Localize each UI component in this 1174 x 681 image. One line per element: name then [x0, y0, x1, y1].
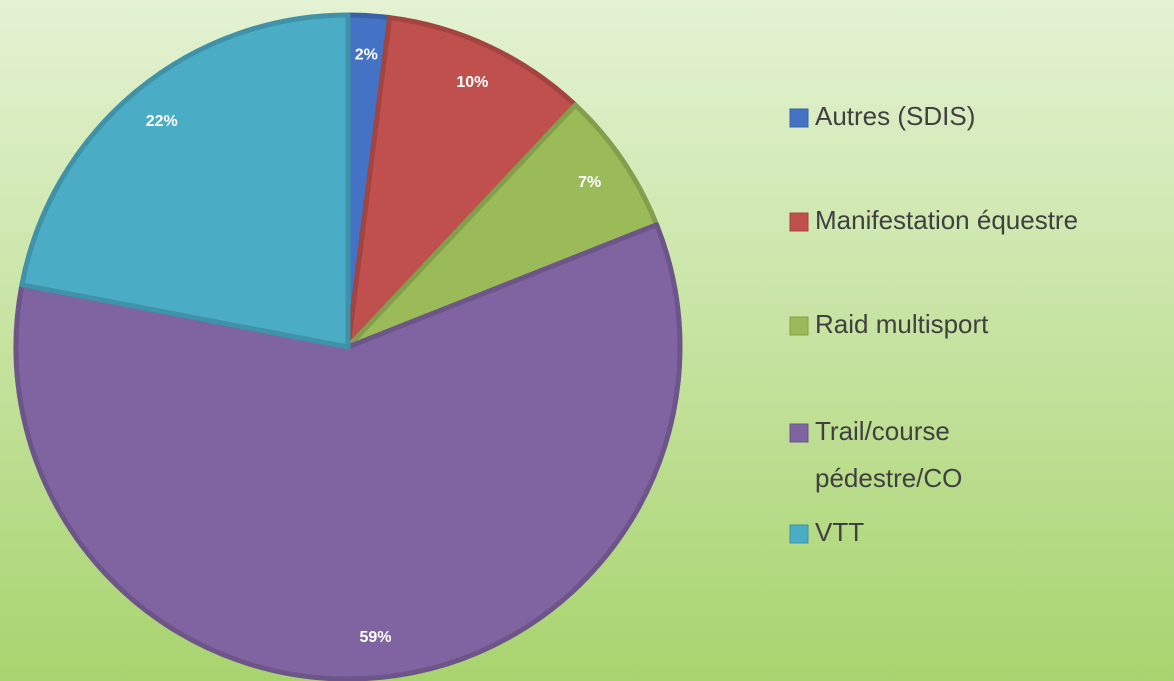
pie — [13, 12, 683, 681]
data-label: 7% — [578, 174, 601, 191]
legend-swatch — [789, 108, 809, 128]
legend-swatch — [789, 212, 809, 232]
data-labels: 2% 10% 7% 59% 22% — [146, 47, 601, 646]
data-label: 22% — [146, 113, 178, 130]
legend-swatch — [789, 423, 809, 443]
data-label: 59% — [359, 629, 391, 646]
legend-label: Raid multisport — [815, 309, 989, 339]
legend-label: Trail/course pédestre/CO — [815, 416, 962, 493]
legend-label: Autres (SDIS) — [815, 101, 975, 131]
legend-label: Manifestation équestre — [815, 205, 1078, 235]
pie-slice — [345, 102, 660, 350]
legend-label: VTT — [815, 517, 864, 547]
pie-slice — [19, 12, 351, 350]
data-label: 2% — [355, 47, 378, 64]
legend: Autres (SDIS) Manifestation équestre Raid … — [789, 101, 1078, 547]
legend-swatch — [789, 316, 809, 336]
data-label: 10% — [456, 74, 488, 91]
legend-swatch — [789, 524, 809, 544]
pie-slice — [345, 15, 578, 350]
pie-slice — [13, 222, 683, 681]
